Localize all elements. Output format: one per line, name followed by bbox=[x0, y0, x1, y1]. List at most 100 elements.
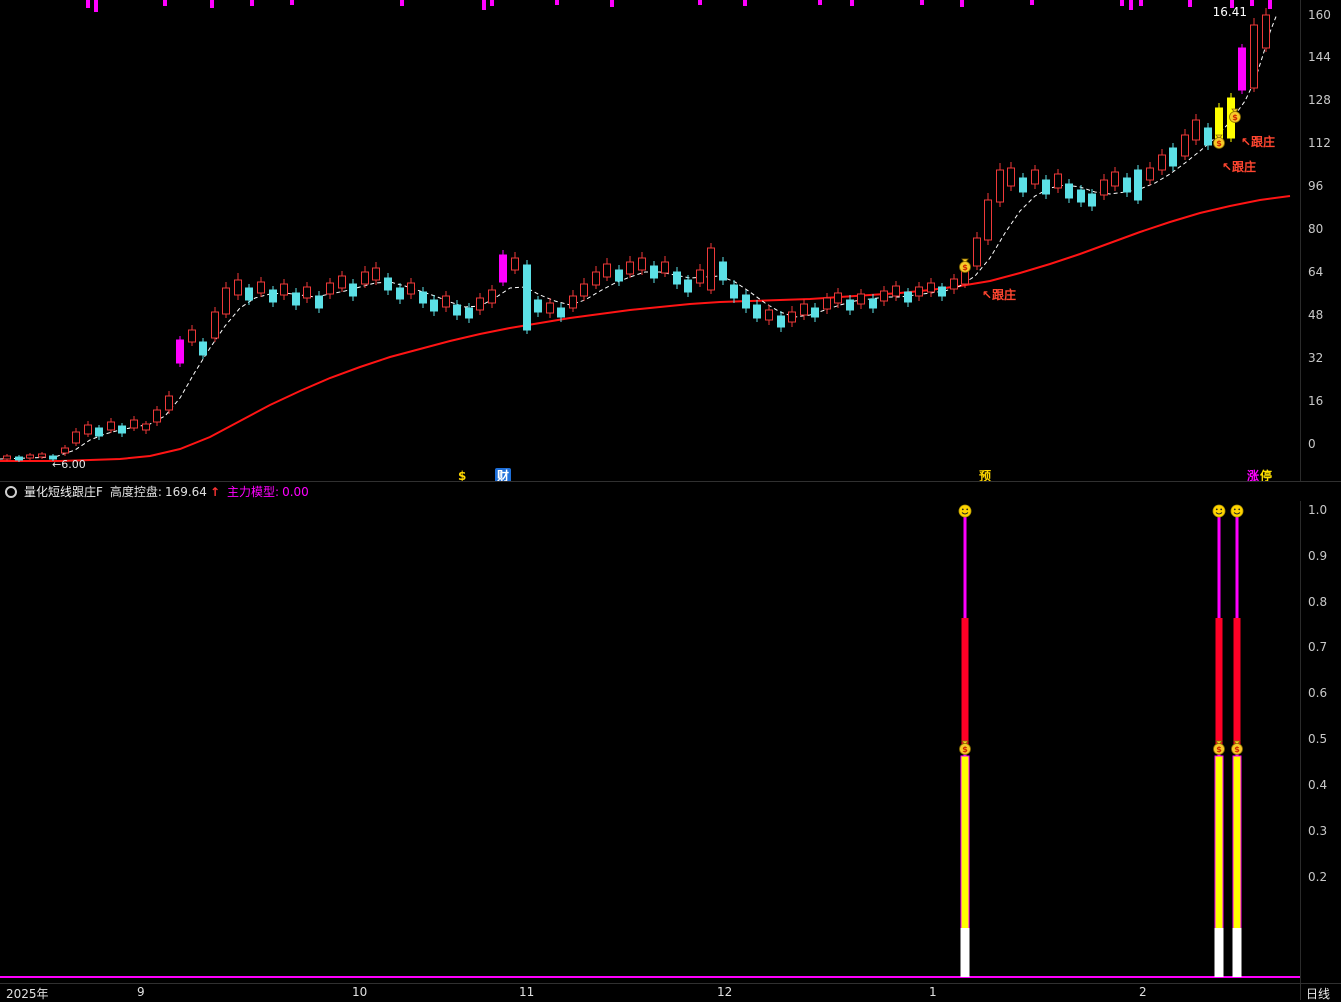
indicator-axis-label: 0.9 bbox=[1308, 549, 1327, 563]
indicator-axis-label: 1.0 bbox=[1308, 503, 1327, 517]
price-axis-label: 144 bbox=[1308, 50, 1331, 64]
candle-body bbox=[534, 299, 542, 313]
candle-body bbox=[26, 454, 34, 459]
candle-body bbox=[3, 455, 11, 460]
candle-body bbox=[419, 291, 427, 304]
price-axis-label: 48 bbox=[1308, 308, 1323, 322]
signal-tick bbox=[1230, 0, 1234, 8]
smiley-eye bbox=[1220, 508, 1223, 511]
candle-body bbox=[1169, 147, 1177, 167]
candle-body bbox=[1054, 173, 1062, 189]
indicator-icon[interactable] bbox=[5, 485, 17, 498]
candle-body bbox=[626, 261, 634, 275]
x-axis-month-label: 11 bbox=[519, 985, 535, 999]
moneybag-knot bbox=[1231, 108, 1239, 114]
smiley-icon bbox=[1212, 504, 1226, 518]
candle-body bbox=[165, 395, 173, 411]
candle-body bbox=[15, 456, 23, 461]
event-marker: $ bbox=[458, 469, 466, 483]
candle-body bbox=[315, 295, 323, 309]
candle-body bbox=[211, 311, 219, 339]
moneybag-dollar: $ bbox=[1216, 139, 1222, 148]
candle-body bbox=[72, 431, 80, 444]
moneybag-dollar: $ bbox=[962, 745, 968, 754]
candle-body bbox=[592, 271, 600, 286]
candle-body bbox=[476, 297, 484, 311]
price-axis-label: 16 bbox=[1308, 394, 1323, 408]
smiley-face bbox=[1212, 504, 1226, 518]
signal-tick bbox=[1139, 0, 1143, 6]
candle-body bbox=[372, 267, 380, 281]
candle-body bbox=[38, 453, 46, 458]
price-axis-label: 112 bbox=[1308, 136, 1331, 150]
candle-body bbox=[696, 269, 704, 284]
candle-body bbox=[673, 271, 681, 285]
price-axis-label: 96 bbox=[1308, 179, 1323, 193]
time-axis[interactable]: 2025年 日线 9 10 11 12 1 2 bbox=[0, 983, 1341, 1001]
candle-body bbox=[499, 254, 507, 283]
period-label[interactable]: 日线 bbox=[1306, 987, 1331, 1001]
candle-body bbox=[292, 292, 300, 306]
signal-tick bbox=[163, 0, 167, 6]
candle-body bbox=[107, 421, 115, 431]
event-marker-badge bbox=[495, 468, 511, 483]
candle-body bbox=[1007, 167, 1015, 187]
candle-body bbox=[465, 307, 473, 319]
indicator-axis-label: 0.3 bbox=[1308, 824, 1327, 838]
smiley-eye bbox=[961, 508, 964, 511]
candle-body bbox=[1111, 171, 1119, 187]
moneybag-icon: $ bbox=[1231, 740, 1243, 755]
moneybag-knot bbox=[1233, 740, 1241, 746]
signal-tick bbox=[555, 0, 559, 5]
signal-tick bbox=[1250, 0, 1254, 6]
candle-body bbox=[730, 284, 738, 299]
candle-body bbox=[1031, 169, 1039, 185]
candle-body bbox=[927, 282, 935, 293]
x-axis-month-label: 10 bbox=[352, 985, 368, 999]
signal-bar-red bbox=[1215, 618, 1223, 746]
smiley-face bbox=[958, 504, 972, 518]
candle-body bbox=[453, 304, 461, 316]
signal-tick bbox=[1268, 0, 1272, 9]
candle-body bbox=[1192, 119, 1200, 141]
candle-body bbox=[222, 287, 230, 315]
smiley-face bbox=[1230, 504, 1244, 518]
x-axis-month-label: 1 bbox=[929, 985, 937, 999]
candle-body bbox=[130, 419, 138, 429]
moneybag-body bbox=[1213, 137, 1225, 149]
candle-body bbox=[546, 302, 554, 314]
candle-body bbox=[326, 282, 334, 295]
price-axis-label: 160 bbox=[1308, 8, 1331, 22]
candle-body bbox=[719, 261, 727, 281]
signal-tick bbox=[250, 0, 254, 6]
moneybag-dollar: $ bbox=[1216, 745, 1222, 754]
candle-body bbox=[234, 279, 242, 296]
price-axis-label: 80 bbox=[1308, 222, 1323, 236]
candle-body bbox=[904, 291, 912, 303]
signal-bar-yellow bbox=[960, 755, 970, 931]
moneybag-icon: $ bbox=[1213, 134, 1225, 149]
candle-body bbox=[1019, 177, 1027, 193]
candle-body bbox=[950, 278, 958, 290]
signal-bar-white bbox=[1232, 928, 1242, 977]
signal-tick bbox=[850, 0, 854, 6]
candle-body bbox=[834, 292, 842, 304]
candle-body bbox=[1158, 154, 1166, 171]
ma-fast-line bbox=[0, 13, 1278, 460]
candle-body bbox=[869, 298, 877, 309]
field-value: 169.64 bbox=[164, 484, 207, 499]
candle-body bbox=[118, 425, 126, 434]
indicator-field-model: 主力模型: 0.00 bbox=[227, 483, 309, 500]
signal-tick bbox=[210, 0, 214, 8]
smiley-mouth bbox=[1233, 512, 1241, 515]
signal-tick bbox=[1120, 0, 1124, 6]
candle-body bbox=[800, 303, 808, 316]
smiley-mouth bbox=[961, 512, 969, 515]
candle-body bbox=[257, 281, 265, 294]
candle-body bbox=[603, 263, 611, 278]
indicator-name[interactable]: 量化短线跟庄F bbox=[24, 485, 103, 499]
candle-body bbox=[788, 311, 796, 323]
candle-body bbox=[384, 277, 392, 291]
signal-bar-white bbox=[1214, 928, 1224, 977]
